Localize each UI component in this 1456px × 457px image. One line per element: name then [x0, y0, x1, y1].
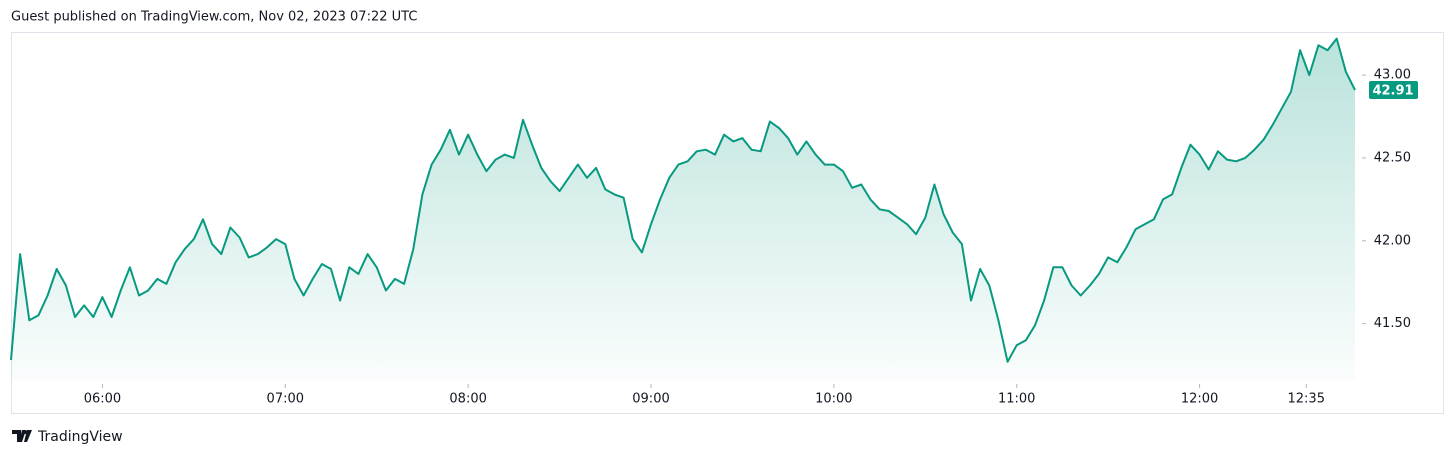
last-price-label: 42.91 [1372, 84, 1413, 99]
y-tick-label: 42.00 [1374, 233, 1411, 248]
x-tick-label: 09:00 [632, 392, 669, 407]
x-tick-label: 08:00 [449, 392, 486, 407]
y-tick-label: 43.00 [1374, 68, 1411, 83]
brand-logo [12, 430, 32, 442]
area-fill [11, 38, 1355, 380]
x-tick-label: 12:00 [1181, 392, 1218, 407]
last-price-box [1369, 81, 1418, 99]
chart-frame [11, 32, 1444, 414]
x-tick-label: 12:35 [1288, 392, 1325, 407]
x-tick-label: 11:00 [998, 392, 1035, 407]
x-tick-label: 07:00 [267, 392, 304, 407]
price-line [10, 37, 1356, 363]
brand-name: TradingView [37, 429, 123, 445]
y-tick-label: 42.50 [1374, 150, 1411, 165]
x-tick-label: 10:00 [815, 392, 852, 407]
y-tick-label: 41.50 [1374, 316, 1411, 331]
x-tick-label: 06:00 [84, 392, 121, 407]
logo-icon [12, 430, 32, 442]
logo-dot [23, 430, 27, 434]
source-note: Guest published on TradingView.com, Nov … [11, 10, 417, 25]
